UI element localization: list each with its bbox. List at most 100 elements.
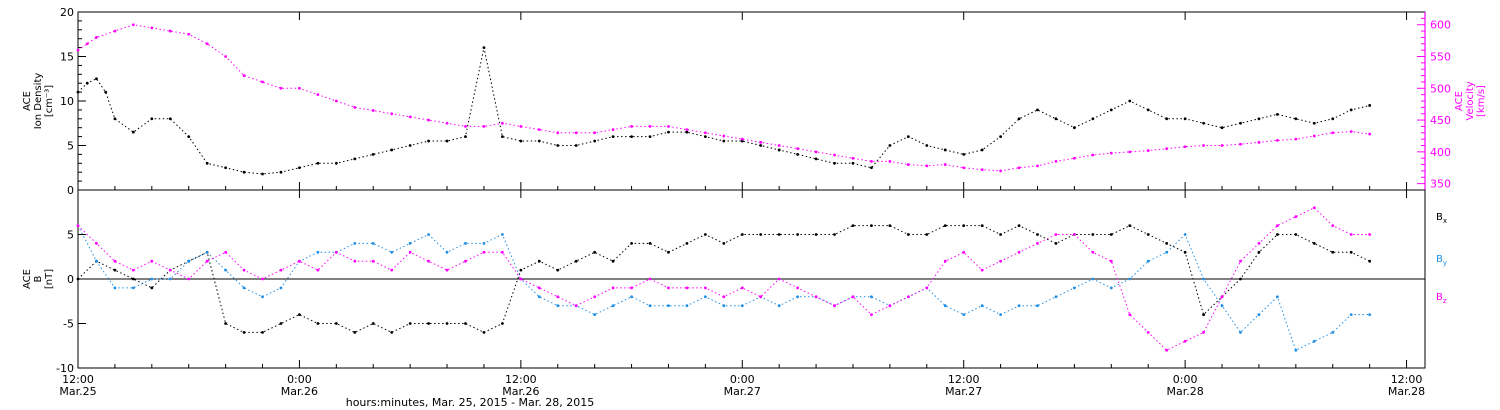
velocity-point <box>833 153 836 157</box>
bx-point <box>703 233 707 236</box>
density-point <box>95 77 98 81</box>
velocity-point <box>648 125 652 128</box>
bz-point <box>334 250 338 254</box>
density-point <box>334 161 338 165</box>
bz-point <box>1091 250 1095 254</box>
density-point <box>999 135 1003 139</box>
bz-point <box>1017 250 1021 254</box>
bz-point <box>814 295 818 299</box>
density-point <box>76 90 80 94</box>
bz-point <box>1312 206 1316 210</box>
density-point <box>906 135 910 139</box>
bz-point <box>1349 233 1353 236</box>
bz-point <box>298 259 301 263</box>
bx-point <box>1091 233 1095 236</box>
bz-point <box>833 304 836 308</box>
by-point <box>445 250 449 254</box>
velocity-point <box>316 93 320 97</box>
by-point <box>1017 304 1021 308</box>
velocity-point <box>1146 149 1150 152</box>
velocity-point <box>95 36 98 39</box>
density-point <box>648 135 652 139</box>
velocity-point <box>574 131 578 135</box>
by-point <box>168 277 172 281</box>
density-point <box>1036 108 1039 112</box>
bx-point <box>1146 233 1150 236</box>
bx-point <box>482 331 486 334</box>
density-point <box>980 148 984 152</box>
velocity-point <box>1091 153 1095 157</box>
bz-series-line <box>77 207 1370 351</box>
by-point <box>131 286 135 290</box>
bx-point <box>371 322 375 325</box>
density-point <box>1368 104 1372 107</box>
bz-point <box>1054 233 1058 236</box>
by-point <box>999 313 1003 316</box>
velocity-point <box>1109 151 1113 155</box>
field-tick-label: 0 <box>67 273 74 286</box>
density-point <box>205 161 209 165</box>
by-point <box>943 304 947 308</box>
bx-point <box>777 233 781 236</box>
density-point <box>962 153 966 156</box>
by-point <box>667 304 670 308</box>
bx-point <box>1036 233 1039 236</box>
x-tick-time-label: 12:00 <box>505 373 537 386</box>
velocity-point <box>279 86 283 90</box>
velocity-point <box>870 159 873 163</box>
x-tick-time-label: 0:00 <box>287 373 312 386</box>
density-point <box>1091 117 1095 121</box>
by-point <box>205 250 209 254</box>
velocity-point <box>888 159 892 163</box>
bz-point <box>870 313 873 316</box>
by-point <box>722 304 726 308</box>
density-point <box>851 161 855 165</box>
velocity-point <box>703 131 707 135</box>
velocity-point <box>390 112 394 116</box>
density-point <box>464 135 467 139</box>
by-point <box>150 277 154 281</box>
velocity-tick-label: 350 <box>1430 178 1451 191</box>
bz-point <box>316 268 320 272</box>
density-velocity-panel: 0 5 10 15 20 350 400 450 500 550 600 ACEIon Density… <box>22 6 1487 197</box>
bz-point <box>685 286 689 290</box>
by-point <box>316 250 320 254</box>
bz-point <box>445 268 449 272</box>
x-tick-date-label: Mar.27 <box>724 385 761 398</box>
density-point <box>279 170 283 174</box>
bz-point <box>740 286 744 290</box>
x-tick-time-label: 12:00 <box>1391 373 1423 386</box>
bx-point <box>1257 250 1261 254</box>
bz-point <box>113 259 117 263</box>
velocity-tick-label: 600 <box>1430 19 1451 32</box>
density-point <box>870 166 873 170</box>
density-point <box>85 81 89 85</box>
x-axis-label: hours:minutes, Mar. 25, 2015 - Mar. 28, … <box>346 396 595 409</box>
bx-point <box>833 233 836 236</box>
by-point <box>1331 331 1335 334</box>
bx-point <box>667 250 670 254</box>
bz-point <box>943 259 947 263</box>
bz-point <box>593 295 597 299</box>
bx-point <box>574 259 578 263</box>
by-point <box>224 268 228 272</box>
density-point <box>611 135 615 139</box>
bz-point <box>224 250 228 254</box>
bx-point <box>113 268 117 272</box>
by-point <box>777 304 781 308</box>
bz-point <box>888 304 892 308</box>
velocity-point <box>943 163 947 166</box>
by-point <box>390 250 394 254</box>
bz-point <box>1109 259 1113 263</box>
density-point <box>224 166 228 170</box>
density-point <box>1146 108 1150 112</box>
bz-point <box>1275 224 1279 228</box>
bz-point <box>722 295 726 299</box>
x-tick-date-label: Mar.25 <box>59 385 96 398</box>
by-point <box>1368 313 1372 316</box>
x-tick-time-label: 12:00 <box>62 373 94 386</box>
velocity-point <box>242 74 246 77</box>
density-point <box>131 130 135 134</box>
bz-point <box>759 295 763 299</box>
velocity-point <box>408 115 412 119</box>
